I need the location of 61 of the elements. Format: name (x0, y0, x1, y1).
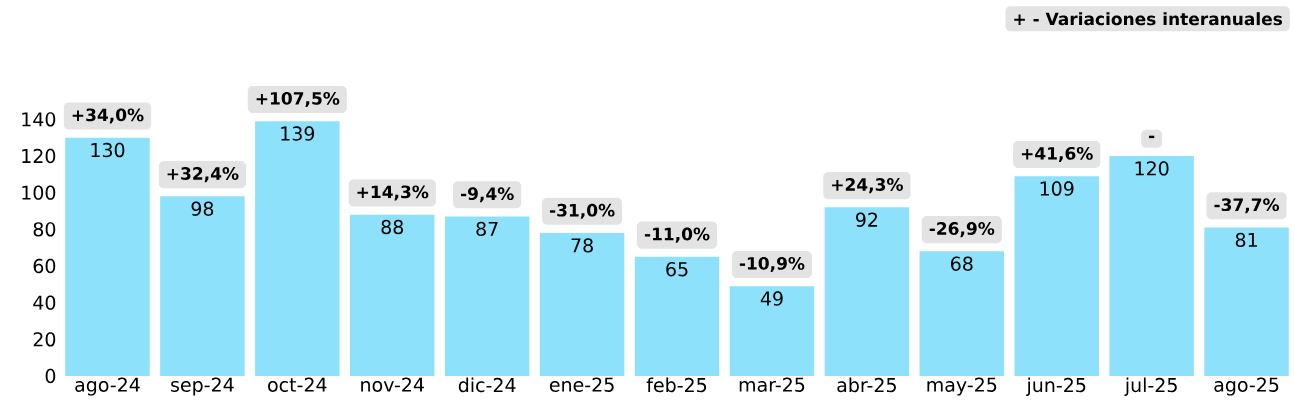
data-label: 68 (951, 256, 973, 271)
bar (919, 251, 1005, 376)
y-tick-label: 40 (33, 295, 56, 310)
annotation: -31,0% (549, 203, 615, 219)
y-tick-label: 60 (33, 258, 56, 274)
annotation: -10,9% (739, 256, 805, 272)
y-tick-label: 20 (33, 332, 56, 347)
bar (824, 207, 910, 376)
x-tick-label: oct-24 (268, 377, 327, 392)
annotation: +34,0% (72, 108, 144, 124)
x-tick-label: abr-25 (837, 377, 896, 393)
data-label: 109 (1040, 181, 1074, 196)
annotation: -37,7% (1214, 198, 1280, 214)
data-label: 49 (760, 291, 783, 306)
annotation: -11,0% (644, 227, 710, 243)
data-label: 87 (476, 221, 498, 237)
annotation: - (1149, 135, 1155, 139)
data-label: 98 (191, 201, 214, 216)
annotation: +24,3% (832, 178, 903, 194)
bar (539, 233, 625, 376)
data-label: 92 (855, 212, 878, 227)
bar (634, 256, 720, 376)
bar (1109, 156, 1194, 376)
x-tick-label: dic-24 (458, 377, 516, 393)
x-tick-label: jul-25 (1124, 377, 1177, 396)
y-tick-label: 80 (33, 222, 56, 237)
y-tick-label: 0 (45, 368, 56, 384)
x-tick-label: ene-25 (549, 377, 614, 392)
annotation: +32,4% (167, 167, 239, 183)
data-label: 78 (571, 238, 593, 253)
data-label: 139 (281, 126, 315, 141)
bar (729, 286, 815, 376)
text: + - Variaciones interanuales (1014, 12, 1282, 26)
x-tick-label: sep-24 (171, 377, 234, 396)
x-tick-label: nov-24 (361, 377, 424, 392)
bar (160, 196, 245, 376)
annotation: +14,3% (357, 185, 429, 201)
data-label: 120 (1135, 161, 1169, 176)
annotation: -26,9% (929, 222, 995, 238)
data-label: 130 (91, 142, 125, 158)
data-label: 88 (381, 219, 404, 235)
annotation: +41,6% (1021, 146, 1093, 162)
x-tick-label: mar-25 (739, 377, 805, 392)
bar (255, 121, 340, 376)
x-tick-label: ago-24 (75, 377, 140, 396)
annotation: +107,5% (256, 91, 340, 107)
data-label: 81 (1235, 232, 1257, 248)
bar (350, 214, 435, 376)
x-tick-label: ago-25 (1214, 377, 1279, 396)
y-tick-label: 100 (22, 185, 56, 200)
y-tick-label: 140 (22, 112, 56, 127)
y-tick-label: 120 (22, 148, 56, 164)
data-label: 65 (666, 262, 688, 277)
bar (65, 137, 150, 376)
x-tick-label: feb-25 (646, 377, 707, 393)
bar (444, 216, 530, 376)
annotation: -9,4% (460, 187, 514, 203)
x-tick-label: jun-25 (1026, 377, 1086, 396)
x-tick-label: may-25 (927, 377, 997, 396)
bar (1204, 227, 1289, 376)
bar (1014, 176, 1099, 376)
